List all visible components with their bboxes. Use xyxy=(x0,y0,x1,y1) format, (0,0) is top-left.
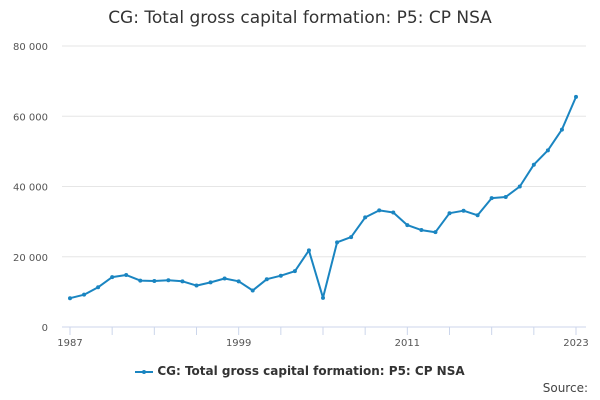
data-point[interactable] xyxy=(574,94,578,99)
x-axis xyxy=(62,326,586,335)
x-tick-label: 2023 xyxy=(563,338,588,349)
data-point[interactable] xyxy=(110,275,115,280)
data-point[interactable] xyxy=(475,213,480,218)
data-point[interactable] xyxy=(321,295,325,300)
source-label: Source: xyxy=(542,381,588,395)
y-axis: 0 20 000 40 000 60 000 80 000 xyxy=(13,42,48,334)
legend-label: CG: Total gross capital formation: P5: C… xyxy=(157,364,465,378)
data-point[interactable] xyxy=(82,292,87,297)
data-point[interactable] xyxy=(335,240,340,245)
data-point[interactable] xyxy=(377,208,382,213)
data-point[interactable] xyxy=(447,211,452,216)
data-point[interactable] xyxy=(531,162,536,167)
data-point[interactable] xyxy=(292,269,297,274)
data-point[interactable] xyxy=(166,278,171,283)
y-tick-label: 60 000 xyxy=(13,112,48,123)
data-point[interactable] xyxy=(461,208,466,213)
data-point[interactable] xyxy=(489,196,494,201)
x-axis-labels: 1987 1999 2011 2023 xyxy=(57,338,588,349)
data-point[interactable] xyxy=(138,278,143,283)
data-point[interactable] xyxy=(180,279,185,284)
series-line xyxy=(69,96,577,300)
data-point[interactable] xyxy=(363,215,368,220)
data-point[interactable] xyxy=(545,148,550,153)
data-point[interactable] xyxy=(208,280,213,285)
data-point[interactable] xyxy=(349,235,354,240)
data-point[interactable] xyxy=(264,277,269,282)
x-tick-label: 1987 xyxy=(57,338,82,349)
y-tick-label: 20 000 xyxy=(13,253,48,264)
series-group xyxy=(68,94,578,301)
data-point[interactable] xyxy=(68,296,72,301)
data-point[interactable] xyxy=(306,248,311,253)
data-point[interactable] xyxy=(194,283,199,288)
data-point[interactable] xyxy=(96,285,101,290)
data-point[interactable] xyxy=(559,127,564,132)
legend-swatch-icon xyxy=(135,367,154,377)
data-point[interactable] xyxy=(236,279,241,284)
data-point[interactable] xyxy=(517,184,522,189)
data-point[interactable] xyxy=(419,228,424,233)
data-point[interactable] xyxy=(503,195,508,200)
legend[interactable]: CG: Total gross capital formation: P5: C… xyxy=(0,364,600,378)
data-point[interactable] xyxy=(278,273,283,278)
data-point[interactable] xyxy=(124,273,129,278)
x-tick-label: 2011 xyxy=(395,338,420,349)
data-point[interactable] xyxy=(250,288,255,293)
data-point[interactable] xyxy=(433,230,438,235)
y-tick-label: 40 000 xyxy=(13,183,48,194)
gridlines xyxy=(62,45,586,258)
data-point[interactable] xyxy=(391,210,396,215)
chart-title: CG: Total gross capital formation: P5: C… xyxy=(108,8,492,28)
y-tick-label: 0 xyxy=(42,323,48,334)
x-tick-label: 1999 xyxy=(226,338,251,349)
data-point[interactable] xyxy=(405,223,410,228)
y-tick-label: 80 000 xyxy=(13,42,48,53)
data-point[interactable] xyxy=(222,276,227,281)
data-point[interactable] xyxy=(152,278,157,283)
